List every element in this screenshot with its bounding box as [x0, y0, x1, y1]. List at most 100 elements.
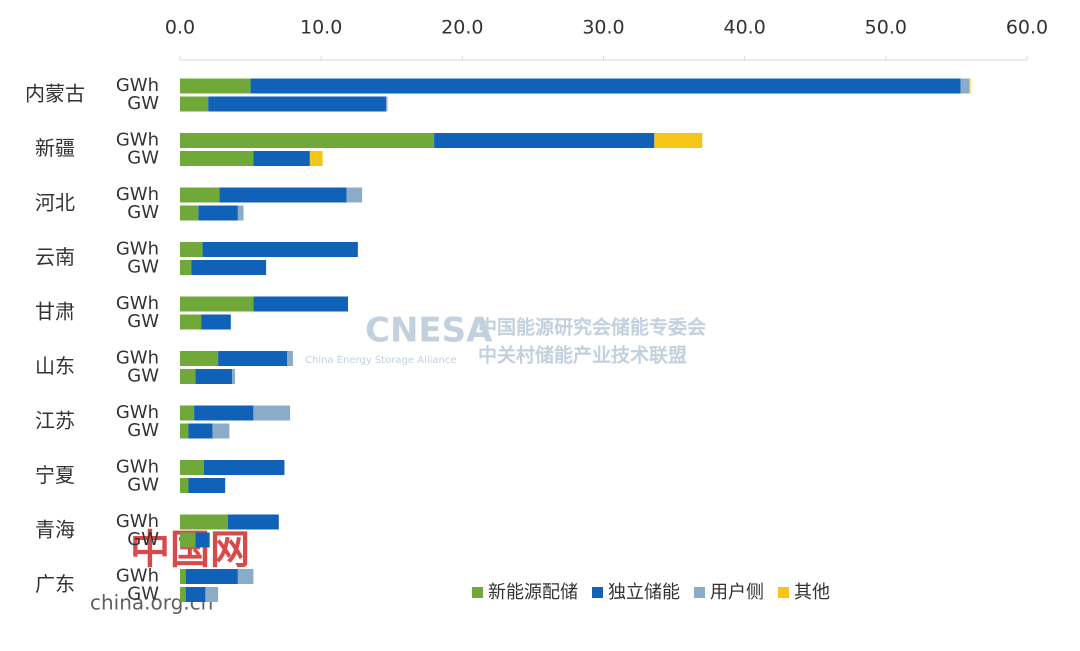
bar-segment [212, 423, 230, 439]
bar-segment [287, 351, 293, 366]
row-label: GWh [116, 130, 159, 151]
x-tick-label: 40.0 [724, 17, 766, 39]
row-label: GW [127, 529, 159, 550]
bar-segment [253, 151, 310, 166]
bar-segment [219, 187, 347, 203]
bar-segment [180, 133, 435, 148]
x-tick-label: 50.0 [865, 17, 907, 39]
bar-segment [195, 369, 233, 384]
bar-segment [654, 133, 703, 148]
category-label: 青海 [35, 518, 75, 542]
category-label: 新疆 [35, 136, 75, 160]
x-tick-label: 30.0 [582, 17, 624, 39]
bar-segment [208, 96, 387, 112]
bar-segment [188, 423, 213, 439]
watermark: China Energy Storage Alliance [305, 355, 457, 366]
legend-swatch [778, 587, 789, 598]
x-tick-label: 0.0 [165, 17, 195, 39]
category-label: 河北 [35, 191, 75, 215]
bar-segment [185, 587, 206, 602]
bar-segment [346, 187, 363, 203]
bar-segment [180, 314, 202, 330]
category-label: 广东 [35, 572, 75, 596]
x-tick-label: 20.0 [441, 17, 483, 39]
row-label: GWh [116, 566, 159, 587]
bar-segment [180, 423, 189, 439]
legend-swatch [592, 587, 603, 598]
legend-label: 独立储能 [608, 582, 680, 603]
row-label: GW [127, 420, 159, 441]
x-tick-label: 60.0 [1006, 17, 1048, 39]
bar-segment [180, 514, 228, 530]
bar-segment [202, 242, 358, 257]
legend-label: 其他 [794, 582, 830, 603]
bar-segment [188, 478, 226, 493]
bar-segment [194, 405, 254, 421]
bar-segment [960, 78, 970, 94]
watermark: 中国能源研究会储能专委会 [478, 316, 706, 339]
bar-segment [180, 260, 192, 275]
legend-label: 用户侧 [710, 582, 764, 603]
bar-segment [185, 569, 238, 584]
bar-segment [180, 296, 254, 312]
bar-segment [180, 78, 251, 94]
bar-segment [227, 514, 279, 530]
bar-segment [180, 532, 196, 548]
bar-segment [232, 369, 236, 384]
watermark: CNESA [365, 311, 493, 351]
bar-segment [180, 460, 204, 475]
bar-segment [218, 351, 288, 366]
bar-segment [250, 78, 961, 94]
watermark: 中关村储能产业技术联盟 [478, 344, 687, 367]
bar-segment [180, 205, 199, 221]
legend-swatch [694, 587, 705, 598]
bar-segment [198, 205, 238, 221]
bar-segment [180, 478, 189, 493]
row-label: GW [127, 257, 159, 278]
bar-segment [180, 405, 195, 421]
bar-segment [180, 96, 209, 112]
bar-segment [180, 187, 220, 203]
x-tick-label: 10.0 [300, 17, 342, 39]
category-label: 甘肃 [35, 300, 75, 324]
row-label: GW [127, 584, 159, 605]
row-label: GWh [116, 75, 159, 96]
bar-segment [434, 133, 655, 148]
bar-segment [237, 205, 244, 221]
bar-segment [203, 460, 285, 475]
bar-segment [180, 242, 203, 257]
legend-label: 新能源配储 [488, 582, 578, 603]
bar-segment [180, 569, 186, 584]
bar-segment [201, 314, 231, 330]
row-label: GWh [116, 293, 159, 314]
bar-segment [180, 351, 219, 366]
row-label: GW [127, 366, 159, 387]
bar-segment [191, 260, 267, 275]
bar-segment [180, 151, 254, 166]
row-label: GW [127, 93, 159, 114]
bar-segment [969, 78, 971, 94]
row-label: GWh [116, 239, 159, 260]
category-label: 山东 [35, 354, 75, 378]
bar-segment [195, 532, 210, 548]
bar-segment [205, 587, 219, 602]
category-label: 内蒙古 [25, 82, 85, 106]
category-label: 云南 [35, 245, 75, 269]
legend-swatch [472, 587, 483, 598]
category-label: 宁夏 [35, 463, 75, 487]
row-label: GW [127, 148, 159, 169]
row-label: GW [127, 311, 159, 332]
bar-segment [386, 96, 388, 112]
row-label: GW [127, 475, 159, 496]
bar-segment [253, 296, 348, 312]
bar-segment [180, 587, 186, 602]
row-label: GWh [116, 457, 159, 478]
row-label: GWh [116, 184, 159, 205]
row-label: GWh [116, 402, 159, 423]
category-label: 江苏 [35, 409, 75, 433]
bar-segment [253, 405, 291, 421]
row-label: GWh [116, 511, 159, 532]
row-label: GWh [116, 348, 159, 369]
bar-segment [237, 569, 254, 584]
